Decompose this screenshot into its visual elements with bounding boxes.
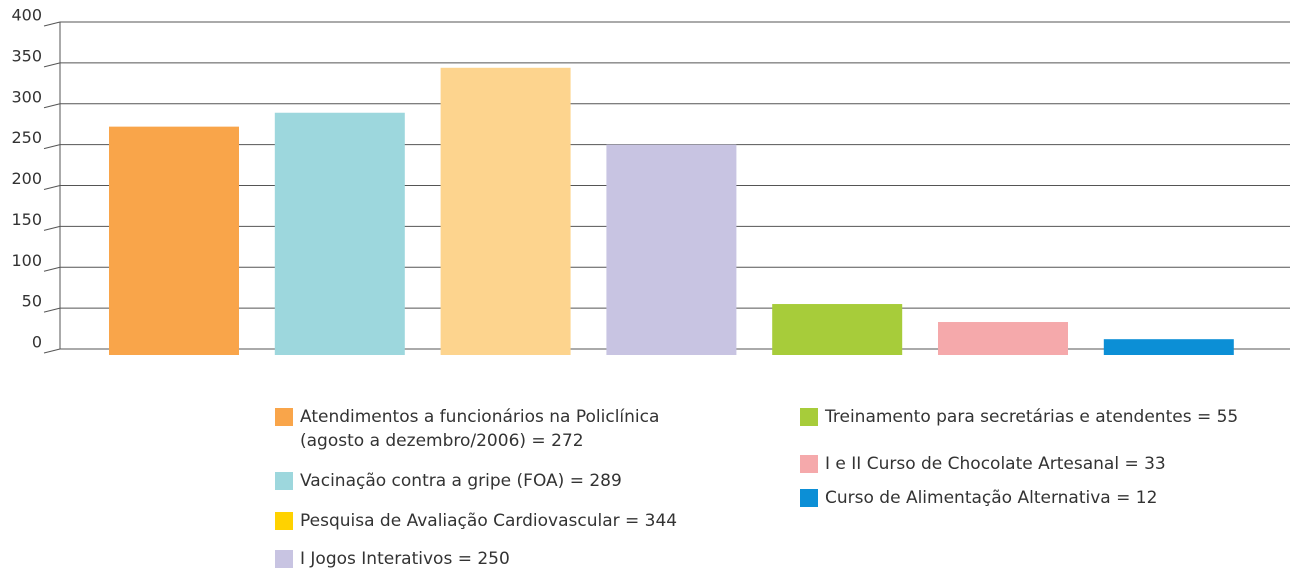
- tick-mark: [43, 348, 61, 354]
- y-tick-label: 250: [11, 128, 42, 147]
- legend-swatch: [275, 512, 293, 530]
- y-tick-label: 100: [11, 251, 42, 270]
- legend-label: Pesquisa de Avaliação Cardiovascular = 3…: [300, 511, 677, 531]
- legend-label: I Jogos Interativos = 250: [300, 549, 510, 568]
- tick-mark: [43, 185, 61, 190]
- tick-mark: [43, 225, 61, 231]
- tick-mark: [43, 103, 61, 109]
- legend-label: Atendimentos a funcionários na Policlíni…: [300, 407, 659, 427]
- y-tick-label: 400: [11, 6, 42, 25]
- legend-swatch: [800, 408, 818, 426]
- tick-mark: [43, 307, 61, 313]
- tick-mark: [43, 144, 61, 150]
- legend-swatch: [800, 489, 818, 507]
- bar: [109, 126, 239, 355]
- y-tick-label: 0: [32, 333, 42, 352]
- y-tick-label: 200: [11, 169, 42, 188]
- bar: [274, 112, 405, 356]
- bar: [440, 67, 571, 355]
- bar: [772, 304, 903, 355]
- tick-mark: [43, 62, 61, 68]
- y-tick-label: 50: [22, 292, 42, 311]
- y-tick-label: 300: [11, 87, 42, 106]
- bar: [1103, 339, 1234, 355]
- legend-swatch: [275, 408, 293, 426]
- y-tick-label: 350: [11, 46, 42, 65]
- bar: [606, 144, 737, 355]
- legend-label: Curso de Alimentação Alternativa = 12: [825, 488, 1157, 508]
- legend-label: I e II Curso de Chocolate Artesanal = 33: [825, 454, 1166, 474]
- tick-mark: [43, 266, 61, 272]
- legend-swatch: [275, 472, 293, 490]
- legend-label: (agosto a dezembro/2006) = 272: [300, 431, 584, 451]
- legend-label: Treinamento para secretárias e atendente…: [824, 407, 1238, 427]
- legend-swatch: [275, 550, 293, 568]
- legend-label: Vacinação contra a gripe (FOA) = 289: [300, 471, 622, 491]
- legend-swatch: [800, 455, 818, 473]
- tick-mark: [43, 21, 61, 27]
- bar: [938, 322, 1068, 355]
- y-tick-label: 150: [11, 210, 42, 229]
